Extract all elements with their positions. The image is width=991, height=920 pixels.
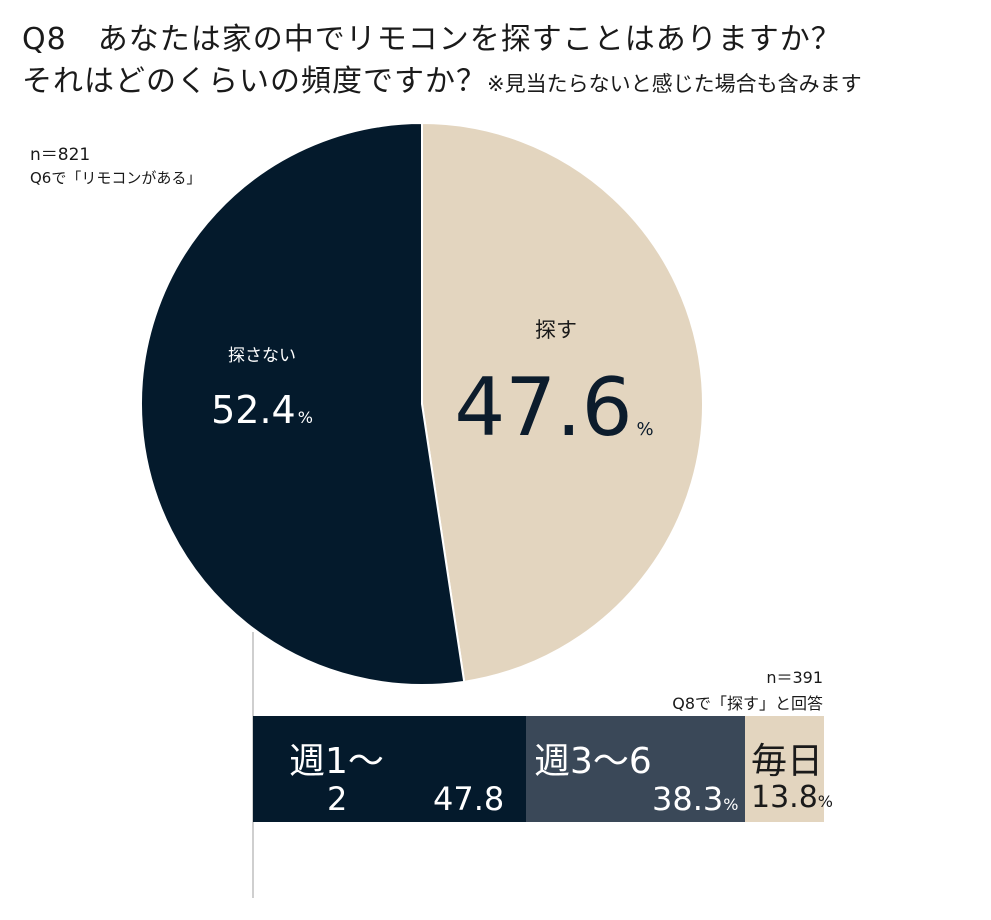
pie-label-search: 探す (535, 318, 577, 342)
stack-sample-base: Q8で「探す」と回答 (672, 694, 823, 713)
stack-value-daily-number: 13.8 (751, 780, 818, 815)
pie-value-search-pct: % (637, 419, 654, 440)
chart-title-line2: それはどのくらいの頻度ですか？※見当たらないと感じた場合も含みます (22, 56, 862, 100)
stack-value-daily: 13.8% (751, 780, 833, 815)
pie-label-no-search: 探さない (228, 346, 296, 366)
stack-segment-daily: 毎日 13.8% (745, 716, 833, 822)
pie-value-search: 47.6% (454, 361, 653, 454)
pie-slice-search (421, 121, 704, 683)
chart-title-line2-text: それはどのくらいの頻度ですか？ (22, 64, 487, 99)
pie-sample-base: Q6で「リモコンがある」 (30, 169, 202, 187)
pie-sample-size: n＝821 (30, 145, 91, 165)
stack-label-weekly-3-6: 週3〜6 (534, 741, 652, 782)
stack-sample-size: n＝391 (766, 668, 823, 687)
pie-value-no-search: 52.4% (211, 388, 313, 432)
stack-label-weekly-1-2-line1: 週1〜 (289, 741, 384, 782)
stack-value-weekly-3-6-number: 38.3 (652, 780, 724, 818)
stack-segment-weekly-3-6: 週3〜6 38.3% (526, 716, 745, 822)
stack-value-weekly-1-2: 47.8 (433, 780, 505, 818)
pie-slice-no-search (139, 121, 466, 686)
stack-value-daily-pct: % (817, 792, 833, 811)
stack-label-daily: 毎日 (751, 741, 824, 782)
stack-label-weekly-1-2-line2: 2 (327, 780, 348, 818)
chart-title-line1: Q8 あなたは家の中でリモコンを探すことはありますか？ (22, 22, 842, 57)
stack-segment-weekly-1-2: 週1〜 2 47.8 (253, 716, 526, 822)
pie-value-no-search-number: 52.4 (211, 388, 296, 432)
pie-value-search-number: 47.6 (454, 361, 632, 454)
chart-title-note: ※見当たらないと感じた場合も含みます (487, 72, 862, 96)
stack-value-weekly-3-6: 38.3% (652, 780, 738, 818)
pie-value-no-search-pct: % (298, 408, 313, 427)
stack-value-weekly-3-6-pct: % (723, 795, 739, 814)
